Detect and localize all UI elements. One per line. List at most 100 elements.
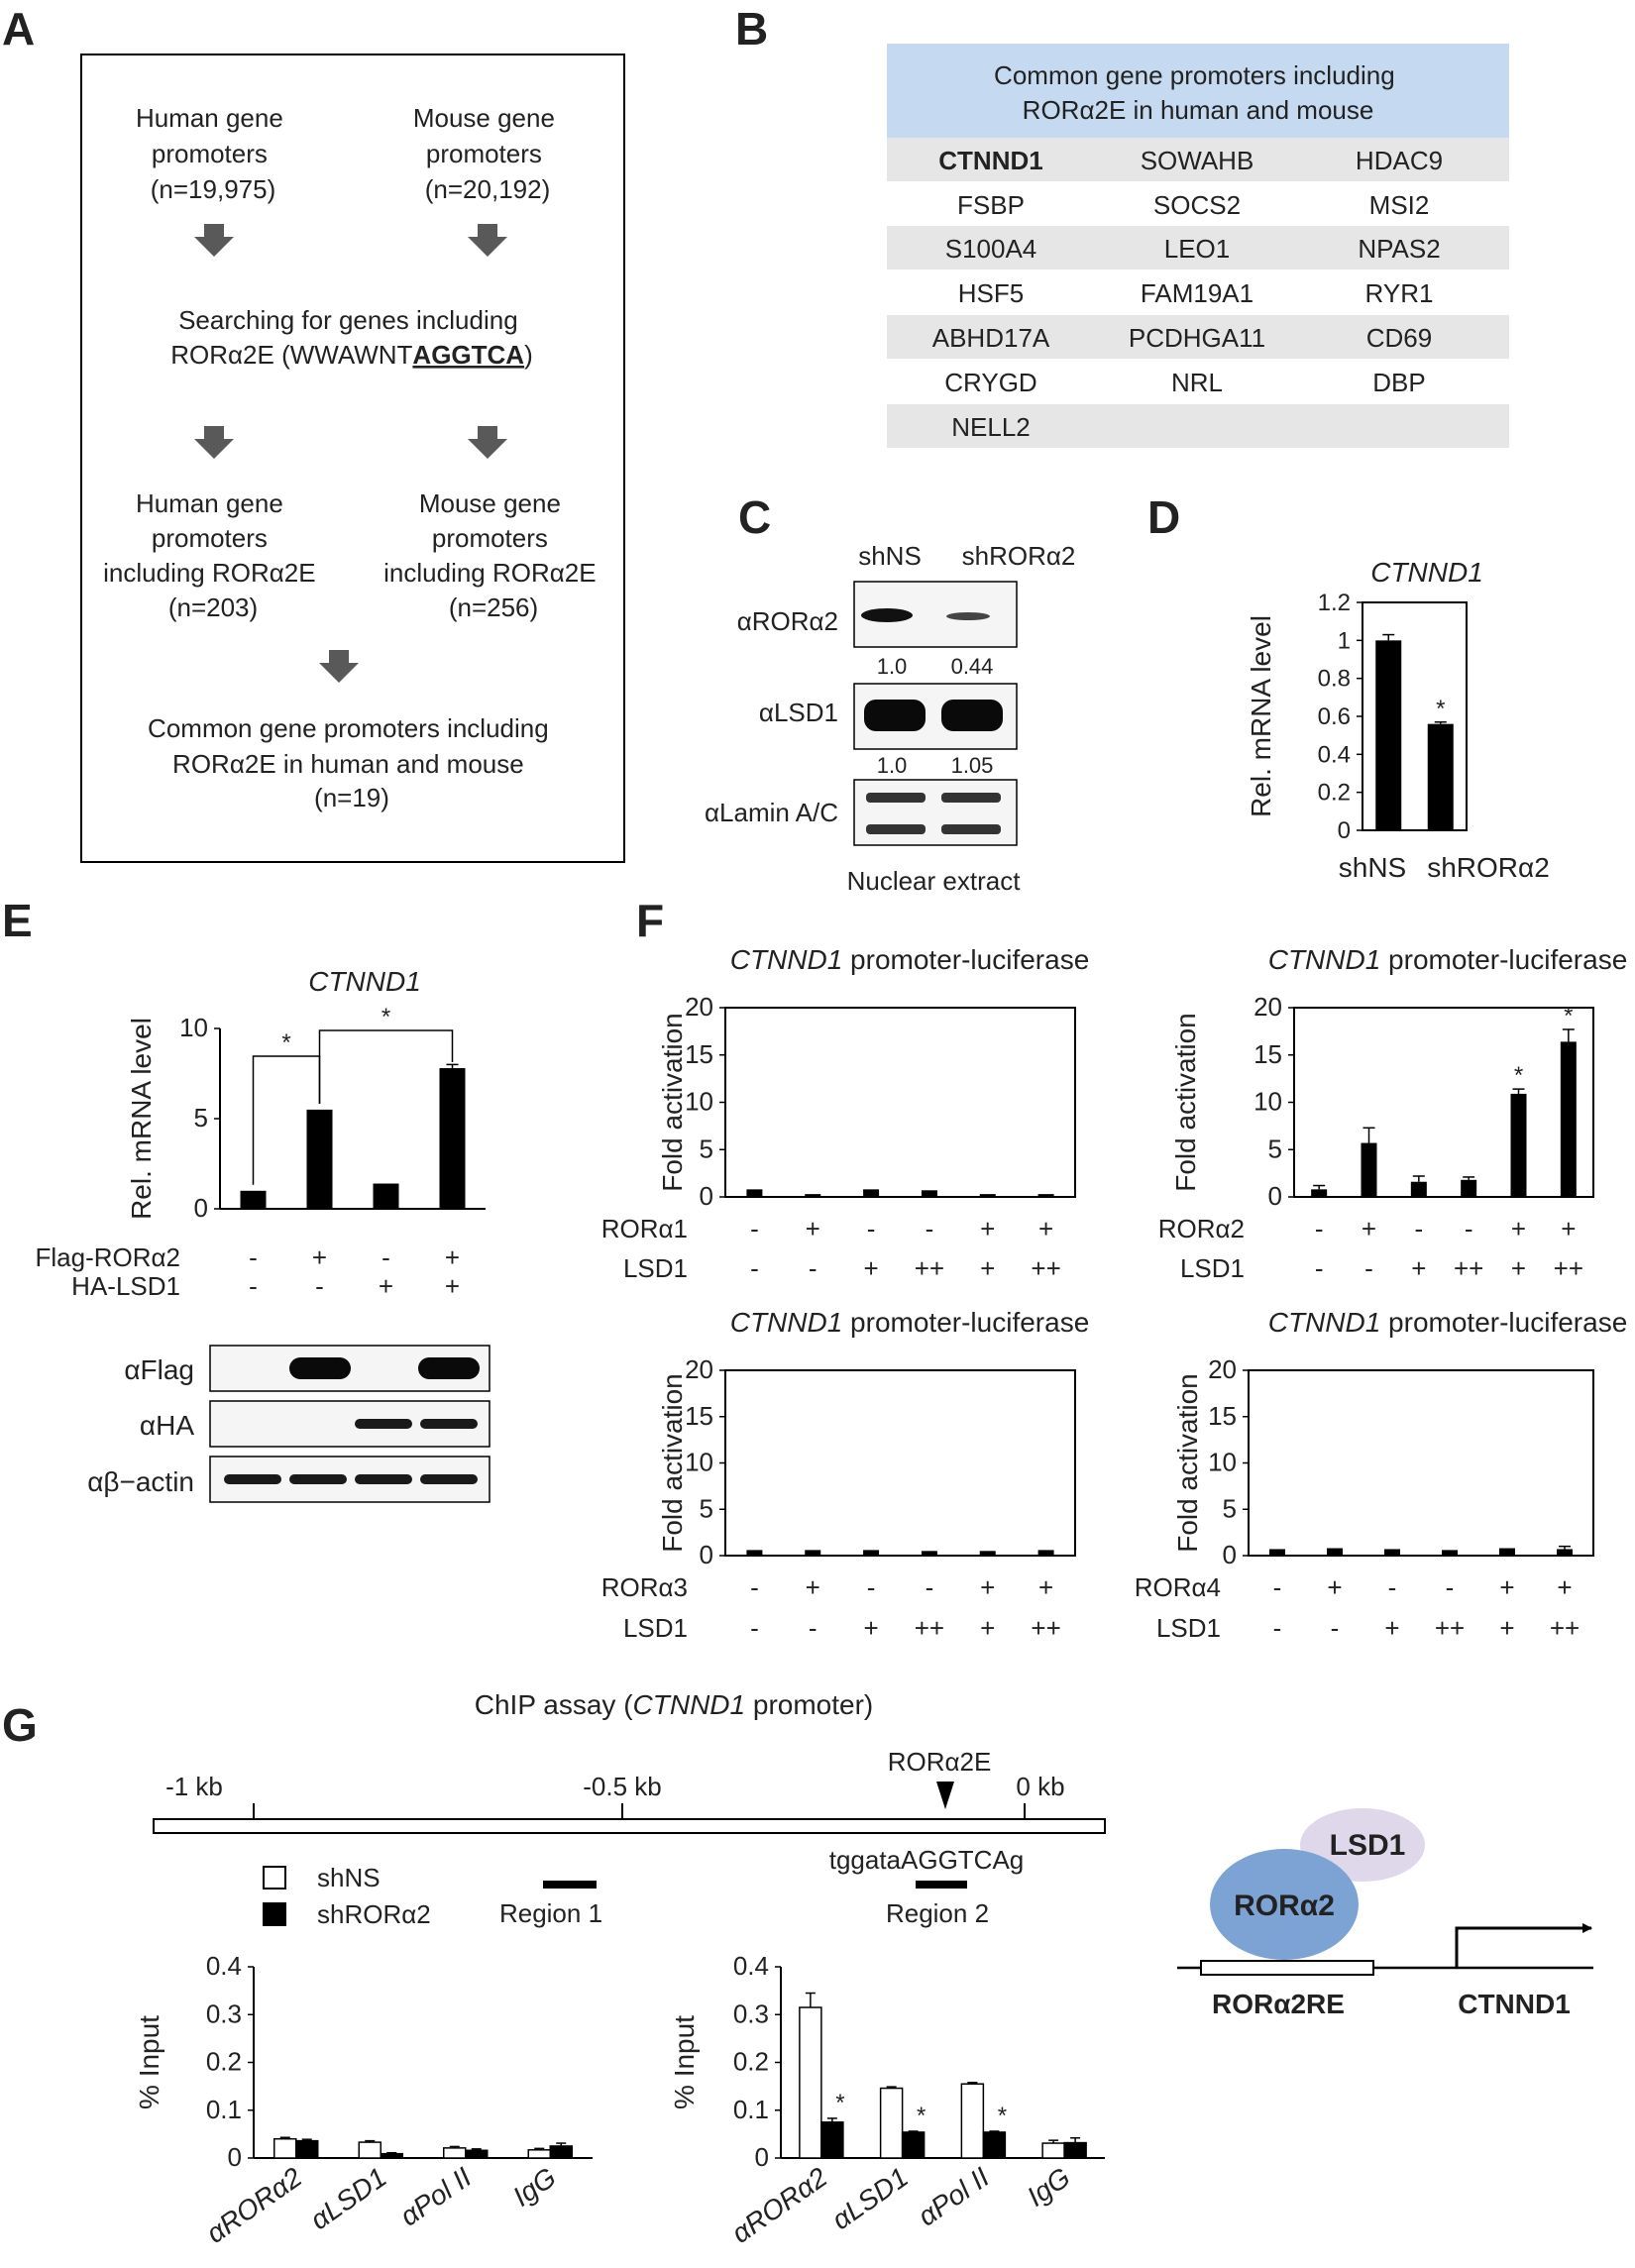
y-tick-label: 0	[1338, 817, 1351, 844]
y-tick-label: 20	[685, 1354, 713, 1384]
category-label: αLSD1	[826, 2162, 914, 2236]
condition-sign: +	[1557, 1572, 1572, 1602]
blot-label: αHA	[140, 1410, 194, 1441]
blot-band	[420, 1419, 478, 1429]
y-tick-label: 0	[700, 1181, 713, 1211]
y-tick-label: 20	[1254, 992, 1282, 1022]
y-tick-label: 15	[1208, 1401, 1237, 1431]
bar	[1461, 1179, 1477, 1197]
y-tick-label: 0.6	[1318, 703, 1351, 730]
y-tick-label: 0.3	[206, 1998, 242, 2028]
condition-label: Flag-RORα2	[35, 1242, 180, 1272]
condition-sign: -	[926, 1572, 934, 1602]
panel-g-promoter-map: ChIP assay (CTNND1 promoter) -1 kb -0.5 …	[153, 1689, 1106, 1929]
y-tick-label: 0	[700, 1540, 713, 1569]
condition-label: HA-LSD1	[71, 1271, 180, 1301]
condition-sign: +	[806, 1214, 820, 1243]
y-tick-label: 0	[228, 2142, 242, 2172]
condition-sign: ++	[1550, 1613, 1580, 1643]
condition-sign: +	[1499, 1572, 1514, 1602]
bar-shror	[465, 2149, 489, 2159]
table-cell: NPAS2	[1358, 234, 1440, 264]
blot-frame	[853, 779, 1018, 846]
table-cell: PCDHGA11	[1129, 323, 1265, 353]
category-label: IgG	[1022, 2162, 1076, 2213]
blot-label: αFlag	[124, 1354, 194, 1385]
condition-sign: +	[1362, 1214, 1376, 1243]
legend-label: shNS	[317, 1863, 381, 1892]
category-label: αPol II	[394, 2161, 477, 2231]
bar	[306, 1109, 333, 1209]
bar	[805, 1550, 821, 1556]
y-axis-label: Fold activation	[657, 1013, 688, 1192]
triangle-marker-icon	[936, 1782, 954, 1809]
bar	[1269, 1549, 1285, 1556]
significance-mark: *	[1436, 696, 1445, 722]
condition-sign: -	[1414, 1214, 1423, 1243]
condition-sign: -	[809, 1613, 818, 1643]
chip-title: ChIP assay (CTNND1 promoter)	[475, 1689, 874, 1720]
blot-band	[418, 1357, 480, 1379]
down-arrow-icon	[468, 224, 507, 257]
bar-shror	[1063, 2141, 1087, 2159]
legend-swatch-shns	[263, 1866, 286, 1890]
significance-mark: *	[998, 2103, 1007, 2129]
y-tick-label: 0.2	[733, 2047, 769, 2077]
bar	[805, 1194, 821, 1197]
bar	[439, 1068, 466, 1209]
condition-sign: +	[806, 1572, 820, 1602]
panel-c-western-blot: shNS shRORα2 αRORα2 1.0 0.44 αLSD1 1.0 1…	[705, 541, 1075, 896]
bar	[1327, 1548, 1343, 1556]
panel-letter-a: A	[2, 3, 35, 54]
band-quant: 1.0	[877, 753, 908, 778]
scale-tick-label: 0 kb	[1016, 1772, 1064, 1801]
chart-title: CTNND1 promoter-luciferase	[1268, 944, 1628, 975]
y-tick-label: 10	[685, 1448, 713, 1477]
table-cell: FSBP	[957, 190, 1025, 220]
y-tick-label: 0.1	[733, 2095, 769, 2124]
bar-shns	[273, 2137, 297, 2159]
bar	[863, 1189, 880, 1197]
band-quant: 0.44	[951, 654, 994, 679]
condition-sign: +	[980, 1214, 995, 1243]
condition-sign: +	[445, 1242, 460, 1272]
legend-label: shRORα2	[317, 1899, 431, 1929]
condition-sign: -	[249, 1242, 258, 1272]
bar	[1557, 1549, 1573, 1556]
blot-band	[861, 608, 913, 622]
panel-letter-e: E	[2, 895, 33, 946]
condition-sign: +	[312, 1242, 327, 1272]
model-diagram: RORα2 LSD1 RORα2RE CTNND1	[1177, 1808, 1593, 2019]
y-axis-label: % Input	[669, 2015, 700, 2109]
bar-shror	[901, 2131, 926, 2159]
y-tick-label: 1.2	[1318, 590, 1351, 616]
condition-sign: ++	[915, 1613, 944, 1643]
condition-label: RORα1	[601, 1214, 688, 1243]
bar	[746, 1189, 763, 1197]
blot-band	[946, 612, 990, 620]
condition-sign: +	[980, 1613, 995, 1643]
y-tick-label: 0.3	[733, 1998, 769, 2028]
table-cell: HSF5	[958, 278, 1024, 308]
condition-sign: -	[382, 1242, 390, 1272]
table-cell: HDAC9	[1356, 146, 1443, 175]
bar	[1037, 1550, 1054, 1556]
y-tick-label: 10	[1208, 1448, 1237, 1477]
y-tick-label: 20	[1208, 1354, 1237, 1384]
band-quant: 1.0	[877, 654, 908, 679]
condition-sign: +	[1038, 1214, 1053, 1243]
bar-shror	[549, 2145, 573, 2159]
blot-band	[289, 1357, 351, 1379]
y-tick-label: 0.8	[1318, 666, 1351, 693]
chart-title: CTNND1 promoter-luciferase	[730, 1307, 1090, 1338]
condition-sign: -	[750, 1613, 759, 1643]
blot-label: αβ−actin	[87, 1466, 194, 1497]
table-header-bg	[887, 44, 1509, 138]
y-tick-label: 0	[194, 1193, 208, 1223]
blot-band	[355, 1474, 412, 1484]
common-result-box: Common gene promoters including RORα2E i…	[148, 713, 556, 812]
condition-sign: -	[1273, 1572, 1282, 1602]
condition-sign: ++	[915, 1253, 944, 1283]
mouse-result-box: Mouse gene promoters including RORα2E (n…	[383, 488, 603, 622]
y-axis-label: Fold activation	[1172, 1373, 1203, 1553]
